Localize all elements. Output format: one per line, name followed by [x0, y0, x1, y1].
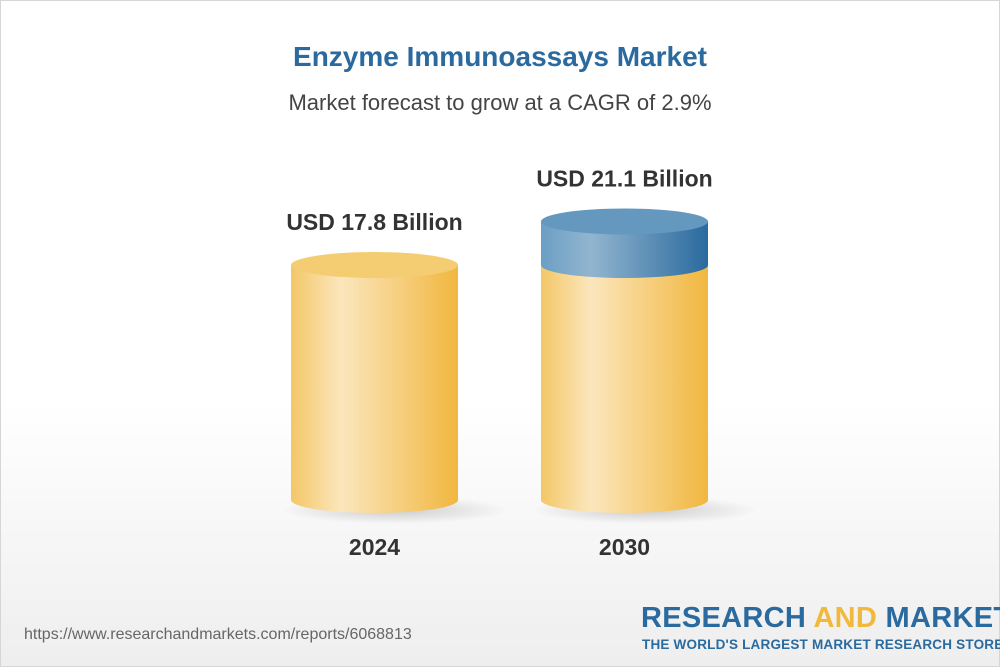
brand-and: AND [813, 602, 878, 634]
category-label: 2024 [349, 534, 400, 560]
bar-base-2030 [541, 265, 708, 513]
bar-growth-2030 [541, 221, 708, 279]
brand-research: RESEARCH [641, 602, 814, 634]
bar-top-2030 [541, 208, 708, 235]
data-label: USD 17.8 Billion [286, 209, 462, 235]
bar-top-2024 [291, 252, 458, 279]
category-label: 2030 [599, 534, 650, 560]
source-url[interactable]: https://www.researchandmarkets.com/repor… [24, 626, 412, 643]
brand-markets: MARKETS [885, 602, 1000, 634]
data-label: USD 21.1 Billion [536, 165, 712, 191]
chart-subtitle: Market forecast to grow at a CAGR of 2.9… [288, 90, 712, 115]
chart-title: Enzyme Immunoassays Market [293, 41, 707, 72]
brand-logo: RESEARCH AND MARKETS [641, 603, 1000, 633]
brand-tagline: THE WORLD'S LARGEST MARKET RESEARCH STOR… [642, 637, 1000, 652]
bar-base-2024 [291, 265, 458, 513]
cylinder-chart: USD 17.8 Billion 2024 USD 21.1 Billion 2030 [281, 165, 758, 560]
